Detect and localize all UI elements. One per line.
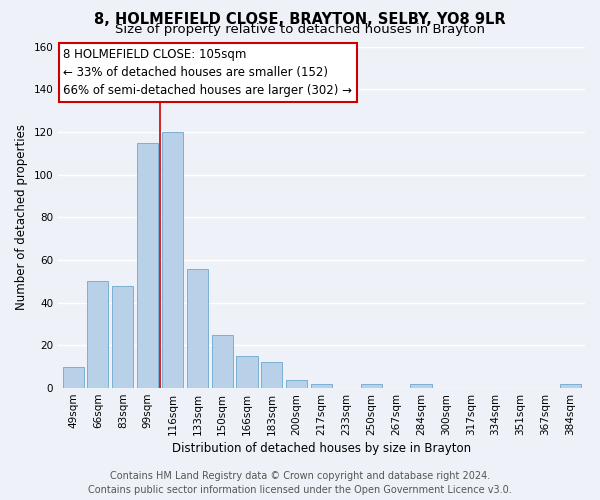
Bar <box>361 384 382 388</box>
Bar <box>137 142 158 388</box>
Text: 8, HOLMEFIELD CLOSE, BRAYTON, SELBY, YO8 9LR: 8, HOLMEFIELD CLOSE, BRAYTON, SELBY, YO8… <box>94 12 506 28</box>
Bar <box>286 380 307 388</box>
Text: Size of property relative to detached houses in Brayton: Size of property relative to detached ho… <box>115 22 485 36</box>
Text: 8 HOLMEFIELD CLOSE: 105sqm
← 33% of detached houses are smaller (152)
66% of sem: 8 HOLMEFIELD CLOSE: 105sqm ← 33% of deta… <box>64 48 352 97</box>
Bar <box>410 384 431 388</box>
Bar <box>162 132 183 388</box>
Bar <box>112 286 133 388</box>
Bar <box>88 282 109 388</box>
Text: Contains HM Land Registry data © Crown copyright and database right 2024.
Contai: Contains HM Land Registry data © Crown c… <box>88 471 512 495</box>
Bar <box>187 268 208 388</box>
X-axis label: Distribution of detached houses by size in Brayton: Distribution of detached houses by size … <box>172 442 471 455</box>
Bar <box>560 384 581 388</box>
Bar <box>262 362 283 388</box>
Bar <box>236 356 257 388</box>
Bar <box>212 334 233 388</box>
Y-axis label: Number of detached properties: Number of detached properties <box>15 124 28 310</box>
Bar <box>62 366 83 388</box>
Bar <box>311 384 332 388</box>
